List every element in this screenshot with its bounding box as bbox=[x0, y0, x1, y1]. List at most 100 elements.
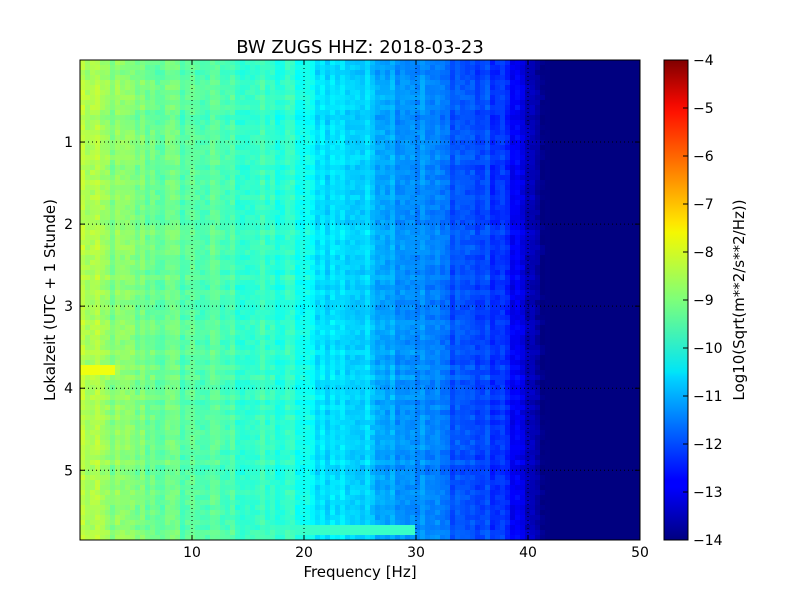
heatmap-cell bbox=[230, 85, 236, 91]
heatmap-cell bbox=[255, 70, 261, 76]
heatmap-cell bbox=[355, 60, 361, 66]
heatmap-cell bbox=[395, 150, 401, 156]
heatmap-cell bbox=[525, 100, 531, 106]
heatmap-cell bbox=[230, 130, 236, 136]
heatmap-cell bbox=[555, 250, 561, 256]
heatmap-cell bbox=[390, 255, 396, 261]
heatmap-cell bbox=[560, 265, 566, 271]
heatmap-cell bbox=[115, 260, 121, 266]
heatmap-cell bbox=[565, 105, 571, 111]
heatmap-cell bbox=[410, 205, 416, 211]
heatmap-cell bbox=[480, 255, 486, 261]
heatmap-cell bbox=[165, 95, 171, 101]
heatmap-cell bbox=[595, 65, 601, 71]
heatmap-cell bbox=[80, 240, 86, 246]
heatmap-cell bbox=[420, 180, 426, 186]
heatmap-cell bbox=[430, 160, 436, 166]
heatmap-cell bbox=[275, 125, 281, 131]
heatmap-cell bbox=[135, 255, 141, 261]
heatmap-cell bbox=[335, 70, 341, 76]
heatmap-cell bbox=[105, 135, 111, 141]
heatmap-cell bbox=[525, 175, 531, 181]
heatmap-cell bbox=[360, 270, 366, 276]
heatmap-cell bbox=[545, 175, 551, 181]
heatmap-cell bbox=[585, 180, 591, 186]
heatmap-cell bbox=[195, 70, 201, 76]
heatmap-cell bbox=[485, 110, 491, 116]
heatmap-cell bbox=[595, 140, 601, 146]
heatmap-cell bbox=[260, 230, 266, 236]
heatmap-cell bbox=[190, 150, 196, 156]
heatmap-cell bbox=[115, 90, 121, 96]
heatmap-cell bbox=[475, 275, 481, 281]
heatmap-cell bbox=[465, 235, 471, 241]
heatmap-cell bbox=[615, 95, 621, 101]
heatmap-cell bbox=[260, 185, 266, 191]
heatmap-cell bbox=[555, 130, 561, 136]
heatmap-cell bbox=[605, 195, 611, 201]
heatmap-cell bbox=[145, 95, 151, 101]
heatmap-cell bbox=[270, 75, 276, 81]
heatmap-cell bbox=[100, 175, 106, 181]
heatmap-cell bbox=[540, 180, 546, 186]
heatmap-cell bbox=[520, 260, 526, 266]
heatmap-cell bbox=[425, 270, 431, 276]
heatmap-cell bbox=[135, 155, 141, 161]
heatmap-cell bbox=[450, 150, 456, 156]
heatmap-cell bbox=[80, 105, 86, 111]
heatmap-cell bbox=[140, 245, 146, 251]
heatmap-cell bbox=[615, 120, 621, 126]
heatmap-cell bbox=[510, 270, 516, 276]
heatmap-cell bbox=[460, 135, 466, 141]
heatmap-cell bbox=[335, 145, 341, 151]
heatmap-cell bbox=[370, 120, 376, 126]
heatmap-cell bbox=[510, 85, 516, 91]
heatmap-cell bbox=[605, 255, 611, 261]
heatmap-cell bbox=[615, 140, 621, 146]
heatmap-cell bbox=[290, 60, 296, 66]
heatmap-cell bbox=[200, 240, 206, 246]
heatmap-cell bbox=[620, 185, 626, 191]
heatmap-cell bbox=[485, 255, 491, 261]
heatmap-cell bbox=[420, 130, 426, 136]
heatmap-cell bbox=[580, 130, 586, 136]
heatmap-cell bbox=[125, 95, 131, 101]
heatmap-cell bbox=[530, 270, 536, 276]
heatmap-cell bbox=[620, 90, 626, 96]
heatmap-cell bbox=[175, 70, 181, 76]
heatmap-cell bbox=[345, 230, 351, 236]
heatmap-cell bbox=[255, 90, 261, 96]
heatmap-cell bbox=[350, 255, 356, 261]
heatmap-cell bbox=[420, 195, 426, 201]
heatmap-cell bbox=[360, 100, 366, 106]
heatmap-cell bbox=[555, 80, 561, 86]
heatmap-cell bbox=[395, 105, 401, 111]
heatmap-cell bbox=[620, 115, 626, 121]
heatmap-cell bbox=[80, 230, 86, 236]
heatmap-cell bbox=[85, 115, 91, 121]
heatmap-cell bbox=[450, 185, 456, 191]
heatmap-cell bbox=[480, 65, 486, 71]
heatmap-cell bbox=[580, 185, 586, 191]
heatmap-cell bbox=[260, 70, 266, 76]
heatmap-cell bbox=[610, 60, 616, 66]
heatmap-cell bbox=[340, 240, 346, 246]
heatmap-cell bbox=[530, 70, 536, 76]
heatmap-cell bbox=[385, 230, 391, 236]
heatmap-cell bbox=[530, 105, 536, 111]
heatmap-cell bbox=[325, 95, 331, 101]
heatmap-cell bbox=[195, 155, 201, 161]
heatmap-cell bbox=[120, 270, 126, 276]
heatmap-cell bbox=[350, 105, 356, 111]
heatmap-cell bbox=[545, 85, 551, 91]
heatmap-cell bbox=[200, 185, 206, 191]
heatmap-cell bbox=[530, 140, 536, 146]
heatmap-cell bbox=[485, 70, 491, 76]
heatmap-cell bbox=[190, 75, 196, 81]
heatmap-cell bbox=[475, 115, 481, 121]
heatmap-cell bbox=[465, 150, 471, 156]
heatmap-cell bbox=[590, 75, 596, 81]
heatmap-cell bbox=[340, 275, 346, 281]
heatmap-cell bbox=[395, 95, 401, 101]
heatmap-cell bbox=[320, 185, 326, 191]
